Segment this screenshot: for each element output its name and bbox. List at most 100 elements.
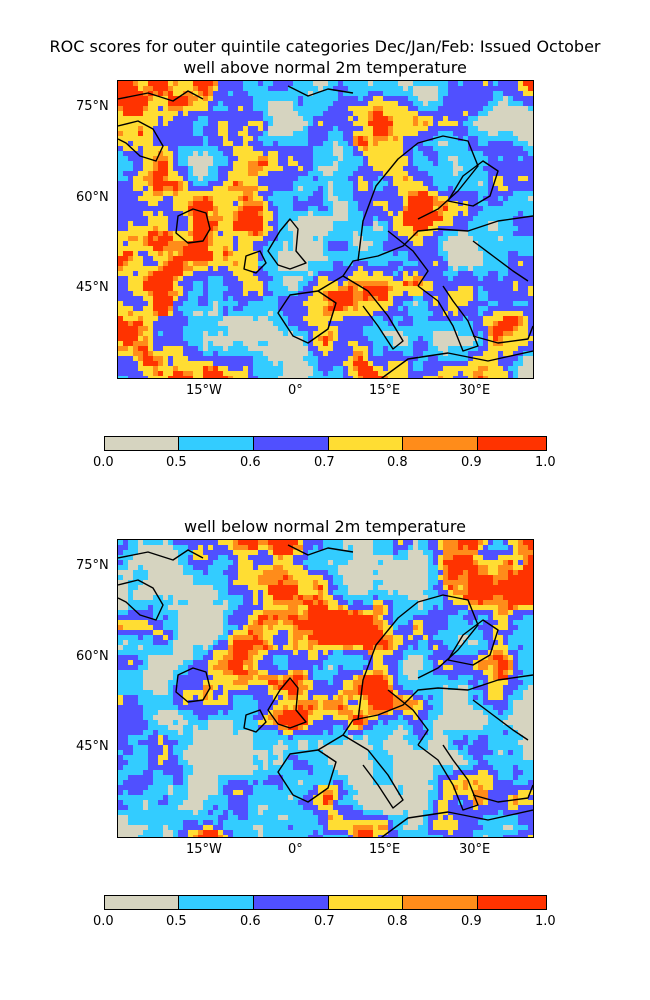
field-cell [353,306,359,312]
field-cell [188,241,194,247]
field-cell [133,101,139,107]
field-cell [463,216,469,222]
field-cell [263,296,269,302]
field-cell [198,146,204,152]
field-cell [158,246,164,252]
field-cell [168,181,174,187]
field-cell [233,301,239,307]
field-cell [438,346,444,352]
field-cell [438,371,444,377]
field-cell [443,106,449,112]
field-cell [478,156,484,162]
field-cell [443,266,449,272]
field-cell [523,306,529,312]
field-cell [298,111,304,117]
field-cell [453,131,459,137]
field-cell [223,146,229,152]
field-cell [223,361,229,367]
field-cell [328,336,334,342]
field-cell [248,86,254,92]
field-cell [413,191,419,197]
field-cell [438,186,444,192]
field-cell [348,141,354,147]
field-cell [233,216,239,222]
field-cell [308,186,314,192]
field-cell [463,186,469,192]
field-cell [128,81,134,87]
field-cell [373,181,379,187]
field-cell [198,341,204,347]
field-cell [208,316,214,322]
field-cell [338,206,344,212]
field-cell [503,201,509,207]
field-cell [323,86,329,92]
field-cell [408,141,414,147]
field-cell [268,196,274,202]
field-cell [323,146,329,152]
field-cell [148,161,154,167]
field-cell [498,246,504,252]
field-cell [508,111,514,117]
field-cell [193,366,199,372]
field-cell [158,101,164,107]
field-cell [493,231,499,237]
field-cell [278,116,284,122]
field-cell [483,356,489,362]
field-cell [363,246,369,252]
field-cell [193,301,199,307]
field-cell [388,371,394,377]
field-cell [453,81,459,87]
field-cell [443,126,449,132]
field-cell [198,216,204,222]
field-cell [273,306,279,312]
field-cell [368,191,374,197]
field-cell [353,321,359,327]
field-cell [368,106,374,112]
field-cell [293,96,299,102]
field-cell [183,181,189,187]
field-cell [243,231,249,237]
field-cell [188,191,194,197]
field-cell [518,141,524,147]
field-cell [338,221,344,227]
coastline-path [243,250,267,274]
field-cell [373,206,379,212]
field-cell [483,371,489,377]
field-cell [168,216,174,222]
field-cell [523,126,529,132]
field-cell [378,121,384,127]
field-cell [178,246,184,252]
field-cell [173,371,179,377]
field-cell [173,316,179,322]
field-cell [378,221,384,227]
field-cell [523,186,529,192]
field-cell [323,166,329,172]
field-cell [328,251,334,257]
field-cell [168,371,174,377]
field-cell [213,286,219,292]
field-cell [203,341,209,347]
field-cell [373,301,379,307]
field-cell [348,96,354,102]
field-cell [208,361,214,367]
field-cell [208,346,214,352]
field-cell [168,266,174,272]
field-cell [138,281,144,287]
field-cell [288,131,294,137]
field-cell [253,161,259,167]
field-cell [338,216,344,222]
field-cell [233,286,239,292]
field-cell [463,176,469,182]
field-cell [243,171,249,177]
field-cell [298,241,304,247]
field-cell [363,171,369,177]
field-cell [193,81,199,87]
field-cell [263,141,269,147]
field-cell [228,306,234,312]
field-cell [243,246,249,252]
field-cell [198,221,204,227]
field-cell [498,161,504,167]
field-cell [273,296,279,302]
field-cell [278,366,284,372]
field-cell [233,351,239,357]
